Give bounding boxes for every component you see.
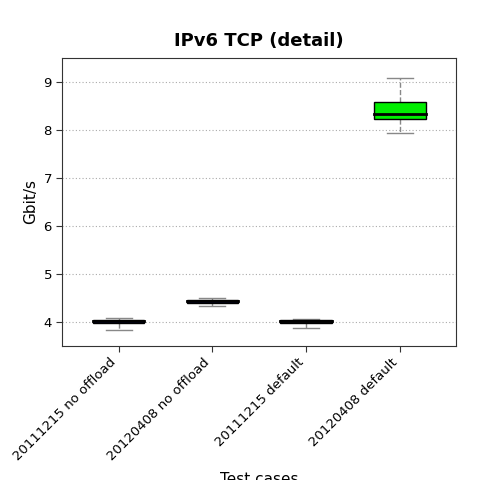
Bar [187,300,238,303]
Y-axis label: Gbit/s: Gbit/s [23,179,38,224]
Bar [374,102,426,119]
Bar [93,320,144,323]
X-axis label: Test cases: Test cases [220,472,299,480]
Bar [280,320,332,323]
Title: IPv6 TCP (detail): IPv6 TCP (detail) [174,33,344,50]
